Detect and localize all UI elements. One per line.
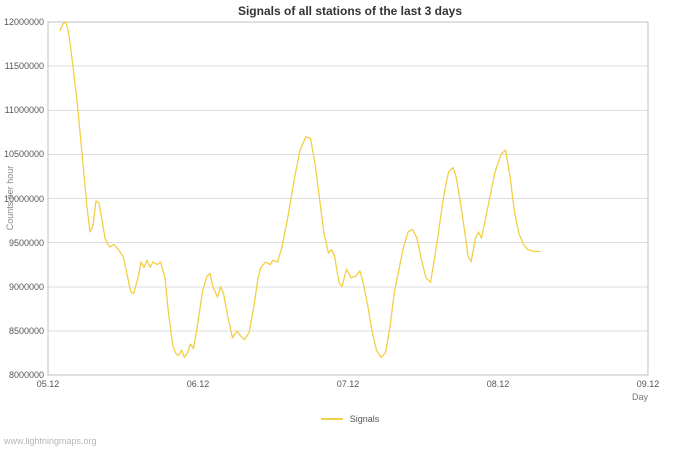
legend-label: Signals — [349, 414, 380, 424]
y-tick-label: 8000000 — [8, 370, 44, 380]
x-tick-label: 05.12 — [36, 379, 60, 389]
y-tick-label: 9500000 — [8, 237, 44, 248]
y-tick-label: 10000000 — [3, 193, 44, 204]
legend: Signals — [0, 414, 700, 424]
x-tick-label: 06.12 — [186, 379, 210, 389]
plot-border — [47, 21, 649, 376]
x-axis-label: Day — [631, 392, 648, 402]
y-tick-label: 8500000 — [8, 325, 44, 336]
y-tick-label: 11000000 — [4, 105, 44, 116]
x-tick-label: 09.12 — [636, 379, 660, 389]
x-tick-label: 07.12 — [336, 379, 360, 389]
y-tick-label: 12000000 — [3, 17, 44, 27]
legend-line-swatch — [320, 418, 343, 420]
y-tick-label: 11500000 — [4, 61, 44, 72]
signals-line — [59, 21, 541, 358]
y-axis-label: Counts per hour — [5, 165, 15, 231]
watermark: www.lightningmaps.org — [4, 436, 97, 446]
y-tick-label: 10500000 — [3, 149, 44, 160]
y-tick-label: 9000000 — [8, 281, 44, 292]
x-tick-label: 08.12 — [486, 379, 510, 389]
chart-title: Signals of all stations of the last 3 da… — [237, 4, 463, 18]
